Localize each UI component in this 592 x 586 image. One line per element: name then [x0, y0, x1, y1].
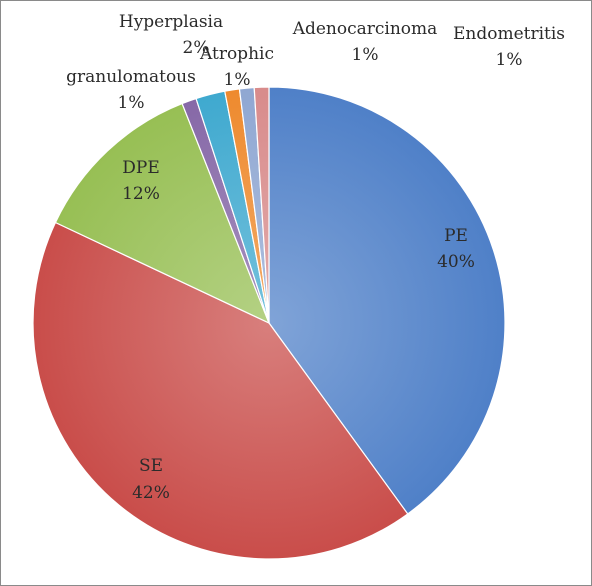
pie-slice-dpe [54, 102, 271, 325]
slice-name-pe: PE [444, 226, 468, 246]
pie-slice-pe [268, 86, 506, 515]
slice-name-adenocarcinoma: Adenocarcinoma [292, 19, 438, 39]
slice-percent-atrophic: 1% [224, 70, 251, 90]
slice-name-granulomatous: granulomatous [66, 67, 196, 87]
slice-percent-endometritis: 1% [496, 50, 523, 70]
slice-name-atrophic: Atrophic [199, 44, 274, 64]
pie-slices [32, 86, 506, 560]
slice-name-dpe: DPE [122, 158, 159, 178]
pie-slice-se [32, 221, 409, 560]
slice-name-se: SE [139, 456, 163, 476]
slice-percent-adenocarcinoma: 1% [352, 45, 379, 65]
slice-name-endometritis: Endometritis [453, 24, 565, 44]
pie-labels: PE 40% SE 42% DPE 12% granulomatous 1% Hyperplas… [66, 12, 565, 503]
slice-percent-hyperplasia: 2% [183, 38, 210, 58]
slice-percent-pe: 40% [437, 252, 475, 272]
slice-percent-se: 42% [132, 483, 170, 503]
slice-percent-granulomatous: 1% [118, 93, 145, 113]
pie-slice-endometritis [253, 86, 270, 324]
slice-name-hyperplasia: Hyperplasia [119, 12, 223, 32]
slice-percent-dpe: 12% [122, 184, 160, 204]
